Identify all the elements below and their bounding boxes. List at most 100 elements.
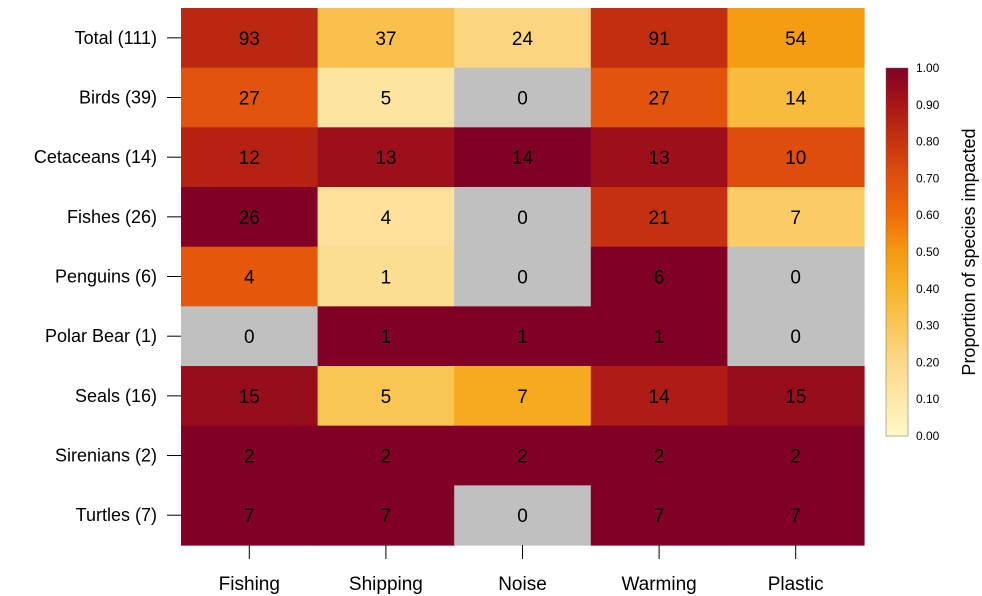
heatmap-cell [317, 306, 455, 367]
cell-value: 24 [512, 29, 534, 50]
heatmap-cell [590, 246, 728, 307]
heatmap-cell [590, 127, 728, 188]
cell-value: 0 [517, 208, 528, 229]
heatmap-cell [454, 8, 592, 69]
row-label: Fishes (26) [67, 207, 157, 227]
cell-value: 0 [517, 89, 528, 110]
cell-value: 0 [790, 327, 801, 348]
colorbar-tick-label: 0.10 [916, 392, 940, 406]
heatmap-cell [727, 127, 865, 188]
heatmap-cell [454, 306, 592, 367]
heatmap-cell [317, 246, 455, 307]
column-label: Plastic [768, 574, 824, 595]
cell-value: 7 [654, 506, 665, 527]
heatmap-cell [181, 67, 319, 128]
colorbar-gradient [885, 67, 909, 437]
colorbar-tick-label: 0.80 [916, 135, 940, 149]
colorbar-tick-label: 0.20 [916, 355, 940, 369]
colorbar-tick-label: 1.00 [916, 61, 940, 75]
heatmap-cell [590, 8, 728, 69]
cell-value: 14 [512, 148, 534, 169]
cell-value: 13 [649, 148, 670, 169]
heatmap-cell [317, 485, 455, 546]
cell-value: 2 [790, 447, 801, 468]
cell-value: 2 [244, 447, 255, 468]
heatmap-cell [317, 67, 455, 128]
cell-value: 1 [517, 327, 528, 348]
cell-value: 7 [381, 506, 392, 527]
cell-value: 7 [244, 506, 255, 527]
heatmap-cell [727, 306, 865, 367]
heatmap-cell [590, 306, 728, 367]
heatmap-cell [454, 127, 592, 188]
colorbar-tick-label: 0.00 [916, 429, 940, 443]
heatmap-cell [317, 425, 455, 486]
column-label: Warming [621, 574, 696, 595]
cell-value: 0 [790, 268, 801, 289]
cell-value: 2 [381, 447, 392, 468]
cell-value: 1 [654, 327, 665, 348]
colorbar-tick-label: 0.30 [916, 319, 940, 333]
heatmap-cell [727, 67, 865, 128]
colorbar-tick-label: 0.90 [916, 98, 940, 112]
heatmap-cell [454, 187, 592, 248]
heatmap-cell [454, 67, 592, 128]
cell-value: 91 [649, 29, 670, 50]
cell-value: 5 [381, 387, 392, 408]
column-label: Fishing [219, 574, 280, 595]
row-label: Cetaceans (14) [34, 147, 157, 167]
cell-value: 27 [649, 89, 670, 110]
column-label: Shipping [349, 574, 423, 595]
heatmap-cell [727, 366, 865, 427]
heatmap-cell [727, 425, 865, 486]
cell-value: 10 [785, 148, 806, 169]
cell-value: 14 [649, 387, 671, 408]
cell-value: 5 [381, 89, 392, 110]
cell-value: 14 [785, 89, 807, 110]
cell-value: 2 [517, 447, 528, 468]
colorbar-title: Proportion of species impacted [959, 128, 979, 375]
cell-value: 4 [244, 268, 255, 289]
row-label: Birds (39) [79, 88, 157, 108]
heatmap-cell [181, 306, 319, 367]
row-labels: Total (111) Birds (39) Cetaceans (14) Fishe… [34, 28, 181, 525]
heatmap-cell [590, 485, 728, 546]
heatmap-cell [590, 366, 728, 427]
row-label: Total (111) [75, 28, 157, 48]
heatmap-cell [590, 187, 728, 248]
cell-value: 27 [239, 89, 260, 110]
row-label: Penguins (6) [55, 267, 157, 287]
heatmap-cell [727, 246, 865, 307]
heatmap-cell [454, 366, 592, 427]
cell-value: 54 [785, 29, 807, 50]
heatmap-cell [454, 485, 592, 546]
cell-value: 7 [517, 387, 528, 408]
cell-value: 1 [381, 327, 392, 348]
row-label: Seals (16) [75, 386, 157, 406]
cell-value: 26 [239, 208, 260, 229]
heatmap-cell [181, 246, 319, 307]
cell-value: 2 [654, 447, 665, 468]
cell-value: 21 [649, 208, 670, 229]
heatmap-cell [454, 425, 592, 486]
cell-value: 4 [381, 208, 392, 229]
heatmap-cell [181, 485, 319, 546]
heatmap-cell [317, 127, 455, 188]
cell-value: 15 [785, 387, 806, 408]
cell-value: 93 [239, 29, 260, 50]
cell-value: 6 [654, 268, 665, 289]
heatmap-cell [590, 425, 728, 486]
cell-value: 13 [375, 148, 396, 169]
cell-value: 7 [790, 208, 801, 229]
heatmap-cell [727, 187, 865, 248]
cell-value: 37 [375, 29, 396, 50]
heatmap-cell [727, 8, 865, 69]
heatmap-cell [181, 366, 319, 427]
heatmap-cell [590, 67, 728, 128]
column-label: Noise [498, 574, 547, 595]
cell-value: 7 [790, 506, 801, 527]
heatmap-cell [317, 187, 455, 248]
colorbar-tick-label: 0.70 [916, 171, 940, 185]
colorbar: 0.00 0.10 0.20 0.30 0.40 0.50 0.60 0.70 0.80 0.90… [885, 61, 979, 443]
